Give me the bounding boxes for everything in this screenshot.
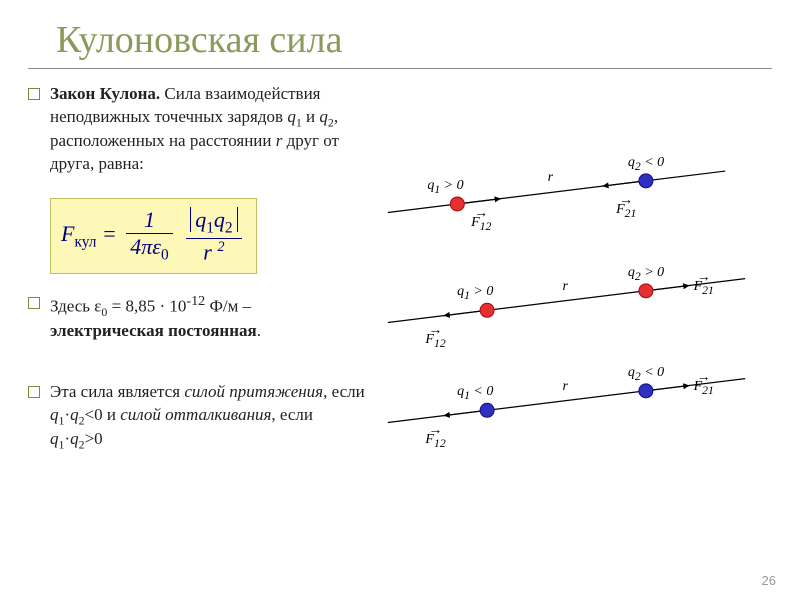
q2-label: q2 < 0 [628,155,664,173]
bullet-1-text: Закон Кулона. Сила взаимодействия неподв… [50,83,368,176]
content-area: Закон Кулона. Сила взаимодействия неподв… [0,69,800,463]
force-diagram-1: q1 > 0 q2 < 0 r →F12 →F21 [368,143,780,233]
f21-label: →F21 [616,202,636,220]
diagrams-area: q1 > 0 q2 < 0 r →F12 →F21 q1 > 0 q2 > 0 r →F12 →… [368,83,780,463]
q2-label: q2 > 0 [628,265,664,283]
formula-sub: кул [74,234,96,251]
force-diagram-2: q1 > 0q2 > 0r→F12→F21 [368,253,780,343]
bullet-1: Закон Кулона. Сила взаимодействия неподв… [28,83,368,176]
frac1-num: 1 [126,207,172,234]
bullet-2: Здесь ε0 = 8,85 · 10-12 Ф/м – электричес… [28,292,368,343]
bullet-2-text: Здесь ε0 = 8,85 · 10-12 Ф/м – электричес… [50,292,368,343]
q2-label: q2 < 0 [628,365,664,383]
frac1-den: 4πε0 [126,234,172,264]
bullet-3: Эта сила является силой притяжения, если… [28,381,368,453]
bullet-3-text: Эта сила является силой притяжения, если… [50,381,368,453]
bullet-icon [28,297,40,309]
q1-label: q1 < 0 [457,384,493,402]
r-label: r [563,379,568,395]
bullet-icon [28,386,40,398]
page-number: 26 [762,573,776,588]
frac2-num: q1q2 [190,207,237,232]
force-diagram-3: q1 < 0q2 < 0r→F12→F21 [368,353,780,443]
f12-label: →F12 [425,332,445,350]
r-label: r [563,279,568,295]
coulomb-formula: Fкул = 1 4πε0 q1q2 r 2 [50,198,257,274]
f21-label: →F21 [694,279,714,297]
f12-label: →F12 [425,432,445,450]
bullet-icon [28,88,40,100]
f21-label: →F21 [694,379,714,397]
f12-label: →F12 [471,215,491,233]
q1-label: q1 > 0 [457,284,493,302]
slide-title: Кулоновская сила [28,0,772,69]
frac2-den: r 2 [186,239,241,265]
q1-label: q1 > 0 [427,178,463,196]
r-label: r [548,170,553,186]
left-column: Закон Кулона. Сила взаимодействия неподв… [28,83,368,463]
